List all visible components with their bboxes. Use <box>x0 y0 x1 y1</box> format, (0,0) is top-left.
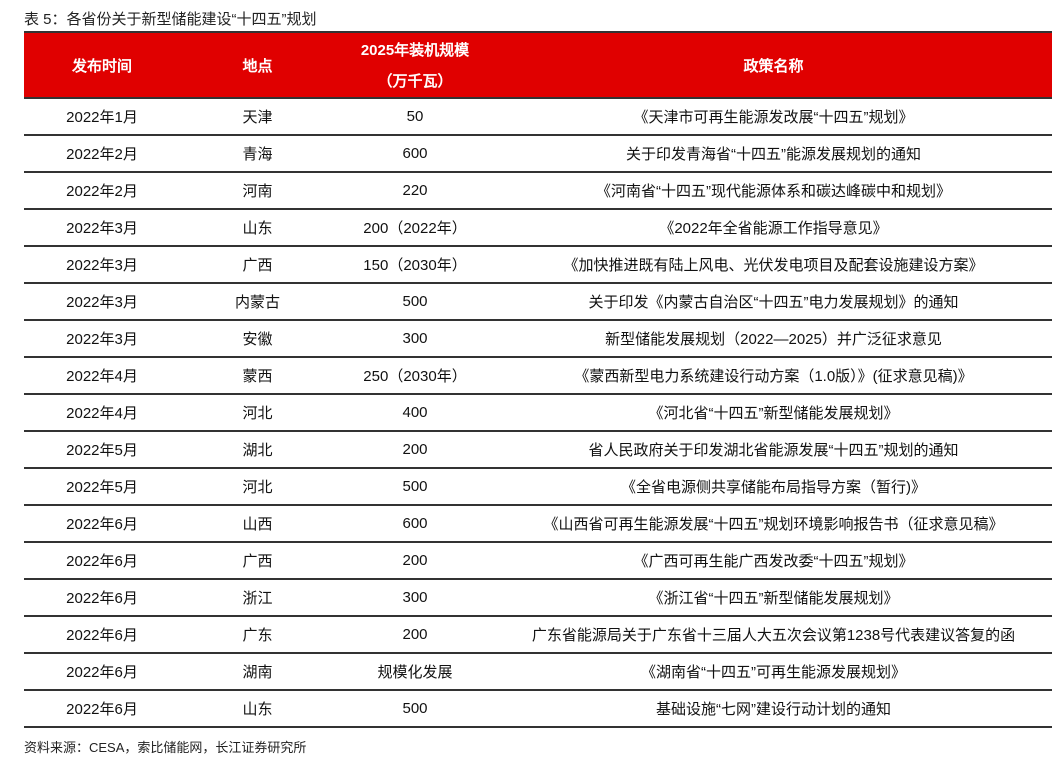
policy-cell: 《浙江省“十四五”新型储能发展规划》 <box>495 579 1052 617</box>
table-row: 2022年3月 广西 150（2030年） 《加快推进既有陆上风电、光伏发电项目及配套… <box>24 246 1052 284</box>
location-cell: 广西 <box>180 246 335 284</box>
location-cell: 河南 <box>180 172 335 210</box>
location-cell: 浙江 <box>180 579 335 617</box>
header-date: 发布时间 <box>24 31 180 99</box>
capacity-cell: 150（2030年） <box>335 246 495 284</box>
location-cell: 青海 <box>180 135 335 173</box>
capacity-cell: 300 <box>335 320 495 358</box>
table-row: 2022年6月 山西 600 《山西省可再生能源发展“十四五”规划环境影响报告书（征求… <box>24 505 1052 543</box>
date-cell: 2022年6月 <box>24 690 180 728</box>
policy-cell: 《蒙西新型电力系统建设行动方案（1.0版）》(征求意见稿)》 <box>495 357 1052 395</box>
policy-cell: 省人民政府关于印发湖北省能源发展“十四五”规划的通知 <box>495 431 1052 469</box>
policy-cell: 《湖南省“十四五”可再生能源发展规划》 <box>495 653 1052 691</box>
location-cell: 山西 <box>180 505 335 543</box>
header-capacity: 2025年装机规模 （万千瓦） <box>335 31 495 99</box>
table-row: 2022年5月 河北 500 《全省电源侧共享储能布局指导方案（暂行)》 <box>24 468 1052 506</box>
table-title: 表 5：各省份关于新型储能建设“十四五”规划 <box>24 11 317 28</box>
capacity-cell: 500 <box>335 468 495 506</box>
table-row: 2022年6月 湖南 规模化发展 《湖南省“十四五”可再生能源发展规划》 <box>24 653 1052 691</box>
date-cell: 2022年3月 <box>24 283 180 321</box>
capacity-cell: 250（2030年） <box>335 357 495 395</box>
table-row: 2022年6月 广东 200 广东省能源局关于广东省十三届人大五次会议第1238号代表… <box>24 616 1052 654</box>
location-cell: 蒙西 <box>180 357 335 395</box>
policy-cell: 《天津市可再生能源发改展“十四五”规划》 <box>495 98 1052 136</box>
date-cell: 2022年3月 <box>24 209 180 247</box>
capacity-cell: 600 <box>335 505 495 543</box>
date-cell: 2022年4月 <box>24 394 180 432</box>
table-row: 2022年4月 河北 400 《河北省“十四五”新型储能发展规划》 <box>24 394 1052 432</box>
capacity-cell: 500 <box>335 283 495 321</box>
capacity-cell: 200 <box>335 616 495 654</box>
table-row: 2022年2月 青海 600 关于印发青海省“十四五”能源发展规划的通知 <box>24 135 1052 173</box>
table-row: 2022年4月 蒙西 250（2030年） 《蒙西新型电力系统建设行动方案（1.0版）… <box>24 357 1052 395</box>
location-cell: 湖南 <box>180 653 335 691</box>
date-cell: 2022年1月 <box>24 98 180 136</box>
header-capacity-line2: （万千瓦） <box>377 73 453 90</box>
table-row: 2022年6月 广西 200 《广西可再生能广西发改委“十四五”规划》 <box>24 542 1052 580</box>
table-row: 2022年2月 河南 220 《河南省“十四五”现代能源体系和碳达峰碳中和规划》 <box>24 172 1052 210</box>
header-location: 地点 <box>180 31 335 99</box>
capacity-cell: 200 <box>335 431 495 469</box>
date-cell: 2022年6月 <box>24 653 180 691</box>
capacity-cell: 500 <box>335 690 495 728</box>
capacity-cell: 200（2022年） <box>335 209 495 247</box>
policy-cell: 《广西可再生能广西发改委“十四五”规划》 <box>495 542 1052 580</box>
location-cell: 天津 <box>180 98 335 136</box>
header-capacity-line1: 2025年装机规模 <box>360 42 470 59</box>
date-cell: 2022年6月 <box>24 579 180 617</box>
date-cell: 2022年4月 <box>24 357 180 395</box>
source-note: 资料来源：CESA，索比储能网，长江证券研究所 <box>24 740 307 755</box>
location-cell: 湖北 <box>180 431 335 469</box>
table-row: 2022年3月 山东 200（2022年） 《2022年全省能源工作指导意见》 <box>24 209 1052 247</box>
policy-cell: 基础设施“七网”建设行动计划的通知 <box>495 690 1052 728</box>
policy-cell: 《河南省“十四五”现代能源体系和碳达峰碳中和规划》 <box>495 172 1052 210</box>
table-row: 2022年5月 湖北 200 省人民政府关于印发湖北省能源发展“十四五”规划的通知 <box>24 431 1052 469</box>
location-cell: 内蒙古 <box>180 283 335 321</box>
header-policy: 政策名称 <box>495 31 1052 99</box>
date-cell: 2022年6月 <box>24 505 180 543</box>
policy-cell: 新型储能发展规划（2022—2025）并广泛征求意见 <box>495 320 1052 358</box>
date-cell: 2022年2月 <box>24 135 180 173</box>
location-cell: 山东 <box>180 209 335 247</box>
date-cell: 2022年5月 <box>24 431 180 469</box>
capacity-cell: 600 <box>335 135 495 173</box>
date-cell: 2022年6月 <box>24 542 180 580</box>
capacity-cell: 400 <box>335 394 495 432</box>
policy-cell: 《河北省“十四五”新型储能发展规划》 <box>495 394 1052 432</box>
policy-cell: 关于印发青海省“十四五”能源发展规划的通知 <box>495 135 1052 173</box>
policy-cell: 《山西省可再生能源发展“十四五”规划环境影响报告书（征求意见稿》 <box>495 505 1052 543</box>
policy-cell: 《2022年全省能源工作指导意见》 <box>495 209 1052 247</box>
capacity-cell: 200 <box>335 542 495 580</box>
table-row: 2022年3月 安徽 300 新型储能发展规划（2022—2025）并广泛征求意见 <box>24 320 1052 358</box>
date-cell: 2022年3月 <box>24 320 180 358</box>
policy-cell: 广东省能源局关于广东省十三届人大五次会议第1238号代表建议答复的函 <box>495 616 1052 654</box>
policy-cell: 《加快推进既有陆上风电、光伏发电项目及配套设施建设方案》 <box>495 246 1052 284</box>
location-cell: 广西 <box>180 542 335 580</box>
location-cell: 广东 <box>180 616 335 654</box>
table-row: 2022年6月 山东 500 基础设施“七网”建设行动计划的通知 <box>24 690 1052 728</box>
date-cell: 2022年6月 <box>24 616 180 654</box>
capacity-cell: 300 <box>335 579 495 617</box>
location-cell: 山东 <box>180 690 335 728</box>
capacity-cell: 220 <box>335 172 495 210</box>
date-cell: 2022年3月 <box>24 246 180 284</box>
table-row: 2022年3月 内蒙古 500 关于印发《内蒙古自治区“十四五”电力发展规划》的通知 <box>24 283 1052 321</box>
header-row: 发布时间 地点 2025年装机规模 （万千瓦） 政策名称 <box>24 31 1052 99</box>
location-cell: 安徽 <box>180 320 335 358</box>
table-row: 2022年1月 天津 50 《天津市可再生能源发改展“十四五”规划》 <box>24 98 1052 136</box>
table-row: 2022年6月 浙江 300 《浙江省“十四五”新型储能发展规划》 <box>24 579 1052 617</box>
capacity-cell: 规模化发展 <box>335 653 495 691</box>
date-cell: 2022年2月 <box>24 172 180 210</box>
location-cell: 河北 <box>180 468 335 506</box>
date-cell: 2022年5月 <box>24 468 180 506</box>
capacity-cell: 50 <box>335 98 495 136</box>
policy-table: 发布时间 地点 2025年装机规模 （万千瓦） 政策名称 2022年1月 天津 50 《… <box>24 31 1052 728</box>
policy-cell: 《全省电源侧共享储能布局指导方案（暂行)》 <box>495 468 1052 506</box>
location-cell: 河北 <box>180 394 335 432</box>
policy-cell: 关于印发《内蒙古自治区“十四五”电力发展规划》的通知 <box>495 283 1052 321</box>
